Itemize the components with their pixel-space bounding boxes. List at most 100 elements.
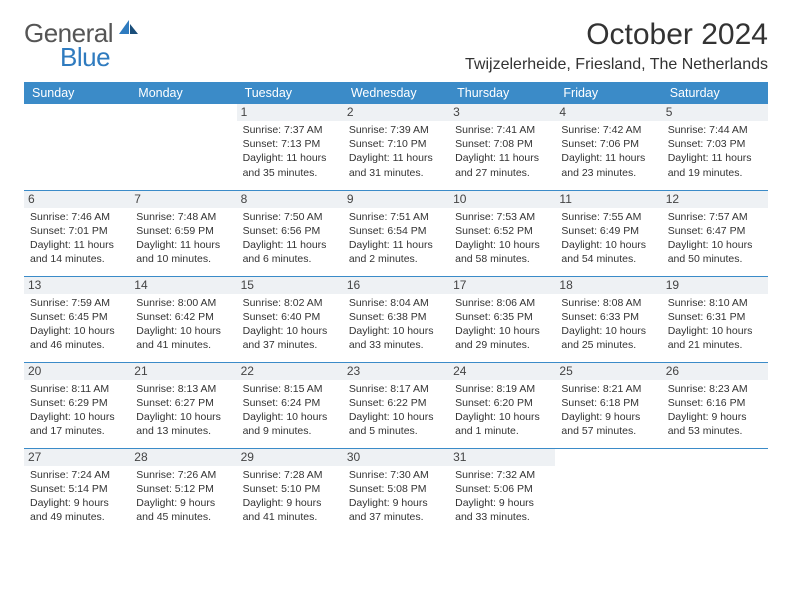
week-row: 1 Sunrise: 7:37 AMSunset: 7:13 PMDaylight… bbox=[24, 104, 768, 190]
day-details: Sunrise: 8:08 AMSunset: 6:33 PMDaylight:… bbox=[561, 296, 655, 353]
location: Twijzelerheide, Friesland, The Netherlan… bbox=[465, 56, 768, 74]
day-number: 2 bbox=[343, 104, 449, 121]
day-details: Sunrise: 8:00 AMSunset: 6:42 PMDaylight:… bbox=[136, 296, 230, 353]
logo: General Blue bbox=[24, 18, 139, 49]
day-number: 30 bbox=[343, 449, 449, 466]
day-number: 23 bbox=[343, 363, 449, 380]
day-number: 28 bbox=[130, 449, 236, 466]
day-details: Sunrise: 7:55 AMSunset: 6:49 PMDaylight:… bbox=[561, 210, 655, 267]
day-number: 3 bbox=[449, 104, 555, 121]
day-details: Sunrise: 8:13 AMSunset: 6:27 PMDaylight:… bbox=[136, 382, 230, 439]
day-number: 6 bbox=[24, 191, 130, 208]
day-cell: 21 Sunrise: 8:13 AMSunset: 6:27 PMDayligh… bbox=[130, 362, 236, 448]
day-details: Sunrise: 7:30 AMSunset: 5:08 PMDaylight:… bbox=[349, 468, 443, 525]
day-details: Sunrise: 8:15 AMSunset: 6:24 PMDaylight:… bbox=[243, 382, 337, 439]
week-row: 13 Sunrise: 7:59 AMSunset: 6:45 PMDayligh… bbox=[24, 276, 768, 362]
day-number: 27 bbox=[24, 449, 130, 466]
day-details: Sunrise: 7:24 AMSunset: 5:14 PMDaylight:… bbox=[30, 468, 124, 525]
day-details: Sunrise: 7:41 AMSunset: 7:08 PMDaylight:… bbox=[455, 123, 549, 180]
day-number: 7 bbox=[130, 191, 236, 208]
day-details: Sunrise: 8:10 AMSunset: 6:31 PMDaylight:… bbox=[668, 296, 762, 353]
day-cell: 15Sunrise: 8:02 AMSunset: 6:40 PMDayligh… bbox=[237, 276, 343, 362]
day-details: Sunrise: 8:11 AMSunset: 6:29 PMDaylight:… bbox=[30, 382, 124, 439]
day-cell: 28Sunrise: 7:26 AMSunset: 5:12 PMDayligh… bbox=[130, 448, 236, 534]
title-block: October 2024 Twijzelerheide, Friesland, … bbox=[465, 18, 768, 74]
day-number: 20 bbox=[24, 363, 130, 380]
day-number: 17 bbox=[449, 277, 555, 294]
day-number: 26 bbox=[662, 363, 768, 380]
weekday-header: Saturday bbox=[662, 82, 768, 104]
weekday-header: Tuesday bbox=[237, 82, 343, 104]
day-cell: 2 Sunrise: 7:39 AMSunset: 7:10 PMDaylight… bbox=[343, 104, 449, 190]
day-details: Sunrise: 8:02 AMSunset: 6:40 PMDaylight:… bbox=[243, 296, 337, 353]
day-number: 19 bbox=[662, 277, 768, 294]
logo-text-blue: Blue bbox=[60, 42, 110, 72]
day-number: 4 bbox=[555, 104, 661, 121]
day-number: 29 bbox=[237, 449, 343, 466]
day-cell: 7 Sunrise: 7:48 AMSunset: 6:59 PMDaylight… bbox=[130, 190, 236, 276]
day-number: 8 bbox=[237, 191, 343, 208]
day-number: 5 bbox=[662, 104, 768, 121]
header: General Blue October 2024 Twijzelerheide… bbox=[24, 18, 768, 74]
week-row: 20 Sunrise: 8:11 AMSunset: 6:29 PMDayligh… bbox=[24, 362, 768, 448]
day-cell: 24Sunrise: 8:19 AMSunset: 6:20 PMDayligh… bbox=[449, 362, 555, 448]
day-details: Sunrise: 7:44 AMSunset: 7:03 PMDaylight:… bbox=[668, 123, 762, 180]
day-number: 16 bbox=[343, 277, 449, 294]
day-number: 13 bbox=[24, 277, 130, 294]
day-number: 18 bbox=[555, 277, 661, 294]
day-cell: 25Sunrise: 8:21 AMSunset: 6:18 PMDayligh… bbox=[555, 362, 661, 448]
day-cell: 18 Sunrise: 8:08 AMSunset: 6:33 PMDayligh… bbox=[555, 276, 661, 362]
day-details: Sunrise: 8:21 AMSunset: 6:18 PMDaylight:… bbox=[561, 382, 655, 439]
day-number: 11 bbox=[555, 191, 661, 208]
weekday-header: Friday bbox=[555, 82, 661, 104]
day-cell: 17Sunrise: 8:06 AMSunset: 6:35 PMDayligh… bbox=[449, 276, 555, 362]
day-number: 14 bbox=[130, 277, 236, 294]
weekday-header: Wednesday bbox=[343, 82, 449, 104]
month-title: October 2024 bbox=[465, 18, 768, 52]
day-details: Sunrise: 7:39 AMSunset: 7:10 PMDaylight:… bbox=[349, 123, 443, 180]
day-cell: 27 Sunrise: 7:24 AMSunset: 5:14 PMDayligh… bbox=[24, 448, 130, 534]
weekday-header: Monday bbox=[130, 82, 236, 104]
day-cell: 4 Sunrise: 7:42 AMSunset: 7:06 PMDaylight… bbox=[555, 104, 661, 190]
day-cell: 16 Sunrise: 8:04 AMSunset: 6:38 PMDayligh… bbox=[343, 276, 449, 362]
day-cell: 31 Sunrise: 7:32 AMSunset: 5:06 PMDayligh… bbox=[449, 448, 555, 534]
day-details: Sunrise: 7:46 AMSunset: 7:01 PMDaylight:… bbox=[30, 210, 124, 267]
day-cell: 5 Sunrise: 7:44 AMSunset: 7:03 PMDaylight… bbox=[662, 104, 768, 190]
day-cell: 3 Sunrise: 7:41 AMSunset: 7:08 PMDaylight… bbox=[449, 104, 555, 190]
day-number: 12 bbox=[662, 191, 768, 208]
day-details: Sunrise: 8:23 AMSunset: 6:16 PMDaylight:… bbox=[668, 382, 762, 439]
weekday-header-row: Sunday Monday Tuesday Wednesday Thursday… bbox=[24, 82, 768, 104]
logo-sail-icon bbox=[117, 18, 139, 41]
day-cell: 30 Sunrise: 7:30 AMSunset: 5:08 PMDayligh… bbox=[343, 448, 449, 534]
day-cell: 13 Sunrise: 7:59 AMSunset: 6:45 PMDayligh… bbox=[24, 276, 130, 362]
day-cell: 22 Sunrise: 8:15 AMSunset: 6:24 PMDayligh… bbox=[237, 362, 343, 448]
day-number: 10 bbox=[449, 191, 555, 208]
day-cell: 9Sunrise: 7:51 AMSunset: 6:54 PMDaylight… bbox=[343, 190, 449, 276]
week-row: 6 Sunrise: 7:46 AMSunset: 7:01 PMDaylight… bbox=[24, 190, 768, 276]
day-details: Sunrise: 8:04 AMSunset: 6:38 PMDaylight:… bbox=[349, 296, 443, 353]
day-cell: 1 Sunrise: 7:37 AMSunset: 7:13 PMDaylight… bbox=[237, 104, 343, 190]
day-details: Sunrise: 7:51 AMSunset: 6:54 PMDaylight:… bbox=[349, 210, 443, 267]
day-details: Sunrise: 7:37 AMSunset: 7:13 PMDaylight:… bbox=[243, 123, 337, 180]
day-number: 21 bbox=[130, 363, 236, 380]
calendar-table: Sunday Monday Tuesday Wednesday Thursday… bbox=[24, 82, 768, 534]
day-details: Sunrise: 8:17 AMSunset: 6:22 PMDaylight:… bbox=[349, 382, 443, 439]
day-cell: 14 Sunrise: 8:00 AMSunset: 6:42 PMDayligh… bbox=[130, 276, 236, 362]
day-details: Sunrise: 7:48 AMSunset: 6:59 PMDaylight:… bbox=[136, 210, 230, 267]
day-cell: 6 Sunrise: 7:46 AMSunset: 7:01 PMDaylight… bbox=[24, 190, 130, 276]
day-cell bbox=[662, 448, 768, 534]
day-number: 22 bbox=[237, 363, 343, 380]
day-details: Sunrise: 7:57 AMSunset: 6:47 PMDaylight:… bbox=[668, 210, 762, 267]
day-details: Sunrise: 7:42 AMSunset: 7:06 PMDaylight:… bbox=[561, 123, 655, 180]
day-cell: 8Sunrise: 7:50 AMSunset: 6:56 PMDaylight… bbox=[237, 190, 343, 276]
day-cell: 20 Sunrise: 8:11 AMSunset: 6:29 PMDayligh… bbox=[24, 362, 130, 448]
day-number: 1 bbox=[237, 104, 343, 121]
day-cell bbox=[24, 104, 130, 190]
day-details: Sunrise: 8:19 AMSunset: 6:20 PMDaylight:… bbox=[455, 382, 549, 439]
day-number: 31 bbox=[449, 449, 555, 466]
day-cell: 29Sunrise: 7:28 AMSunset: 5:10 PMDayligh… bbox=[237, 448, 343, 534]
day-cell bbox=[555, 448, 661, 534]
day-details: Sunrise: 7:59 AMSunset: 6:45 PMDaylight:… bbox=[30, 296, 124, 353]
day-cell: 10Sunrise: 7:53 AMSunset: 6:52 PMDayligh… bbox=[449, 190, 555, 276]
day-details: Sunrise: 7:32 AMSunset: 5:06 PMDaylight:… bbox=[455, 468, 549, 525]
